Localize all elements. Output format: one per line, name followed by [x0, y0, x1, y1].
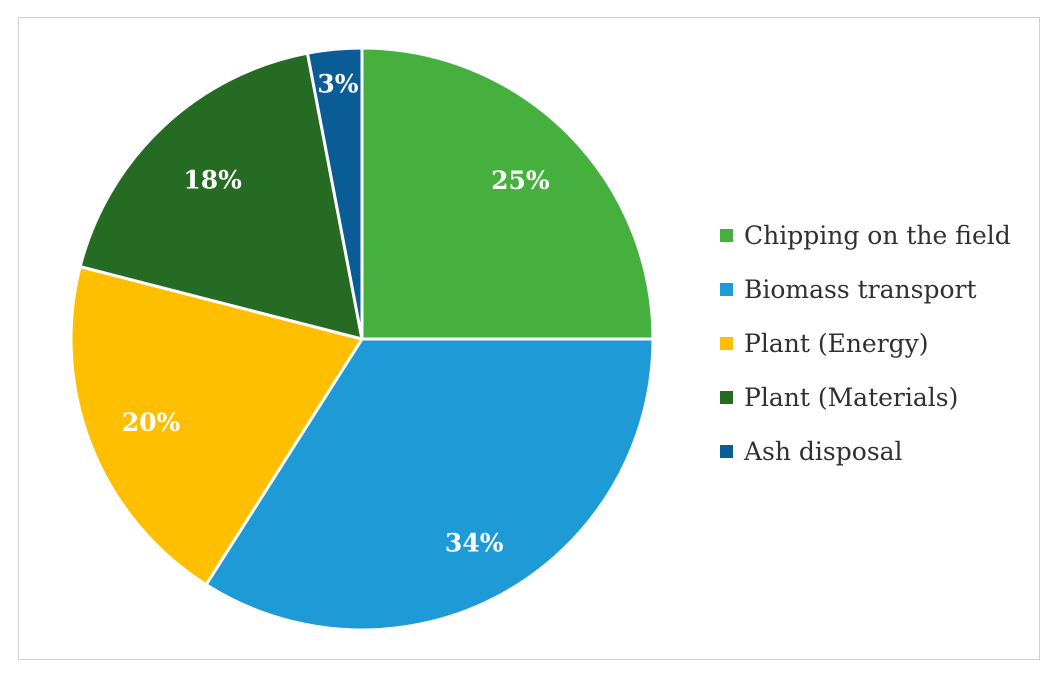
legend-label-plant-energy: Plant (Energy)	[744, 328, 929, 358]
data-label-plant-materials: 18%	[183, 165, 242, 194]
legend-item-chipping: Chipping on the field	[720, 208, 1040, 262]
legend-swatch-plant-materials	[720, 390, 733, 404]
legend-item-biomass-transport: Biomass transport	[720, 262, 1040, 316]
legend-swatch-biomass-transport	[720, 282, 733, 296]
legend: Chipping on the field Biomass transport …	[720, 208, 1040, 478]
legend-label-biomass-transport: Biomass transport	[744, 274, 977, 304]
pie-data-labels: 25% 34% 20% 18% 3%	[122, 70, 550, 558]
legend-label-plant-materials: Plant (Materials)	[744, 382, 959, 412]
legend-swatch-chipping	[720, 228, 733, 242]
legend-swatch-ash-disposal	[720, 444, 733, 458]
pie-slice-biomass-transport	[204, 337, 655, 632]
data-label-plant-energy: 20%	[122, 408, 181, 437]
pie-slice-plant-materials	[78, 51, 364, 341]
legend-swatch-plant-energy	[720, 336, 733, 350]
data-label-ash-disposal: 3%	[317, 70, 358, 99]
legend-label-chipping: Chipping on the field	[744, 220, 1011, 250]
legend-label-ash-disposal: Ash disposal	[744, 436, 903, 466]
data-label-biomass-transport: 34%	[445, 529, 504, 558]
pie-slice-chipping	[360, 46, 655, 341]
legend-item-plant-energy: Plant (Energy)	[720, 316, 1040, 370]
data-label-chipping: 25%	[491, 166, 550, 195]
legend-item-ash-disposal: Ash disposal	[720, 424, 1040, 478]
pie-slice-ash-disposal	[305, 46, 364, 341]
pie-slice-plant-energy	[69, 265, 364, 587]
legend-item-plant-materials: Plant (Materials)	[720, 370, 1040, 424]
pie-slices	[69, 46, 655, 632]
